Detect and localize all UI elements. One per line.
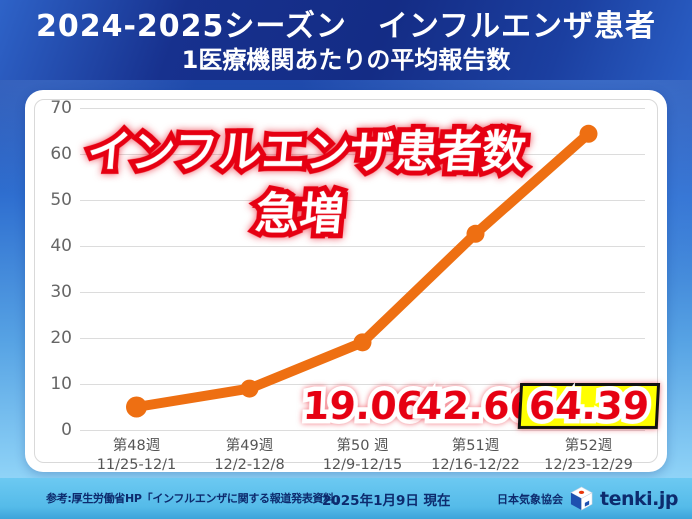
data-point-4: [466, 224, 485, 243]
data-label-text: 64.39: [527, 384, 650, 428]
overlay-headline-line2: 急増 急増: [248, 178, 350, 245]
y-axis-tick-0: 0: [61, 420, 72, 440]
influenza-trend-line: [126, 124, 598, 418]
data-label-text: 19.06: [301, 384, 424, 428]
data-point-2: [240, 379, 259, 398]
gridline-y-0: [80, 430, 645, 431]
week-label: 第52週: [564, 438, 613, 454]
date-range-label: 11/25-12/1: [96, 457, 177, 473]
overlay-headline-line1-text: インフルエンザ患者数: [85, 127, 529, 178]
y-axis-tick-70: 70: [50, 98, 72, 118]
source-note: 参考:厚生労働省HP「インフルエンザに関する報道発表資料」: [46, 492, 345, 505]
x-axis-tick-2: 第49週 12/2-12/8: [193, 437, 306, 475]
chart-panel: インフルエンザ患者数 インフルエンザ患者数 急増 急増 19.06 19.06 42…: [25, 90, 667, 475]
as-of-date: 2025年1月9日 現在: [322, 493, 451, 509]
x-axis-tick-4: 第51週 12/16-12/22: [419, 437, 532, 475]
week-label: 第49週: [225, 438, 274, 454]
y-axis-tick-40: 40: [50, 236, 72, 256]
y-axis-tick-10: 10: [50, 374, 72, 394]
brand-group: 日本気象協会 tenki.jp: [497, 478, 678, 519]
date-range-label: 12/2-12/8: [214, 457, 285, 473]
data-label-3: 19.06 19.06: [297, 380, 429, 433]
gridline-y-60: [80, 154, 645, 155]
date-range-label: 12/16-12/22: [431, 457, 520, 473]
gridline-y-30: [80, 292, 645, 293]
data-point-1: [126, 396, 147, 418]
page-subtitle: 1医療機関あたりの平均報告数: [181, 46, 511, 74]
date-range-label: 12/9-12/15: [322, 457, 403, 473]
jwa-org-label: 日本気象協会: [497, 492, 564, 506]
gridline-y-70: [80, 108, 645, 109]
week-label: 第50 週: [336, 438, 389, 454]
y-axis-tick-60: 60: [50, 144, 72, 164]
x-axis-tick-3: 第50 週 12/9-12/15: [306, 437, 419, 475]
y-axis-tick-30: 30: [50, 282, 72, 302]
week-label: 第51週: [451, 438, 500, 454]
y-axis-tick-50: 50: [50, 190, 72, 210]
date-range-label: 12/23-12/29: [544, 457, 633, 473]
y-axis-tick-20: 20: [50, 328, 72, 348]
data-point-3: [353, 333, 372, 352]
x-axis-tick-5: 第52週 12/23-12/29: [532, 437, 645, 475]
week-label: 第48週: [112, 438, 161, 454]
header-banner: 2024-2025シーズン インフルエンザ患者 1医療機関あたりの平均報告数: [0, 0, 692, 80]
gridline-y-40: [80, 246, 645, 247]
x-axis-tick-1: 第48週 11/25-12/1: [80, 437, 193, 475]
tenki-logo: tenki.jp: [600, 487, 678, 510]
data-label-5-highlighted: 64.39 64.39: [517, 380, 660, 433]
overlay-headline-line1: インフルエンザ患者数 インフルエンザ患者数: [80, 116, 533, 183]
data-point-5: [579, 124, 598, 143]
gridline-y-10: [80, 384, 645, 385]
page-title: 2024-2025シーズン インフルエンザ患者: [35, 9, 657, 44]
line-chart-plot-area: インフルエンザ患者数 インフルエンザ患者数 急増 急増 19.06 19.06 42…: [80, 108, 660, 433]
tenki-cube-icon: [570, 486, 593, 511]
footer-bar: 参考:厚生労働省HP「インフルエンザに関する報道発表資料」 2025年1月9日 …: [0, 478, 692, 519]
gridline-y-50: [80, 200, 645, 201]
overlay-headline-line2-text: 急増: [253, 189, 346, 240]
